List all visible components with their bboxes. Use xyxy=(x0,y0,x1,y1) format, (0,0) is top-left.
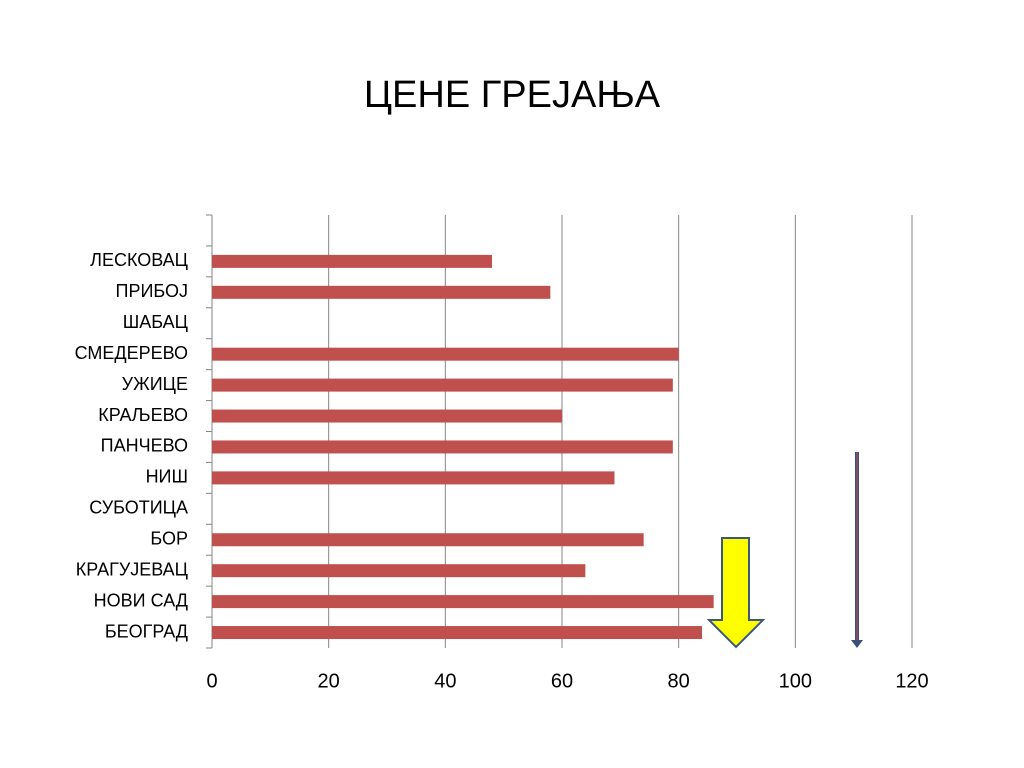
y-tick-label: БЕОГРАД xyxy=(105,621,188,641)
y-tick-label: НОВИ САД xyxy=(94,590,188,610)
x-tick-label: 120 xyxy=(895,670,928,692)
bar xyxy=(212,378,673,392)
bar xyxy=(212,347,679,361)
y-tick-label: СУБОТИЦА xyxy=(89,498,188,518)
bar xyxy=(212,533,644,547)
y-tick-label: БОР xyxy=(150,529,188,549)
y-tick-label: ПАНЧЕВО xyxy=(101,436,188,456)
x-tick-label: 100 xyxy=(779,670,812,692)
bar xyxy=(212,626,702,640)
bar xyxy=(212,285,551,299)
bar xyxy=(212,440,673,454)
y-tick-label: ШАБАЦ xyxy=(123,312,188,332)
bar xyxy=(212,471,615,485)
bar xyxy=(212,595,714,609)
x-tick-label: 20 xyxy=(318,670,340,692)
bar xyxy=(212,254,492,268)
yellow-arrow xyxy=(706,537,766,649)
y-tick-label: НИШ xyxy=(146,467,188,487)
arrow-head xyxy=(851,640,863,648)
y-tick-label: КРАЉЕВО xyxy=(98,405,188,425)
x-tick-label: 60 xyxy=(551,670,573,692)
y-tick-label: УЖИЦЕ xyxy=(122,374,188,394)
x-tick-label: 40 xyxy=(434,670,456,692)
y-tick-label: КРАГУЈЕВАЦ xyxy=(76,559,188,579)
x-tick-label: 80 xyxy=(668,670,690,692)
y-tick-label: ЛЕСКОВАЦ xyxy=(90,250,188,270)
y-tick-label: ПРИБОЈ xyxy=(116,281,189,301)
x-tick-label: 0 xyxy=(206,670,217,692)
bar xyxy=(212,409,562,423)
bar xyxy=(212,564,586,578)
chart-title: ЦЕНЕ ГРЕЈАЊА xyxy=(364,74,661,116)
y-tick-label: СМЕДЕРЕВО xyxy=(75,343,188,363)
